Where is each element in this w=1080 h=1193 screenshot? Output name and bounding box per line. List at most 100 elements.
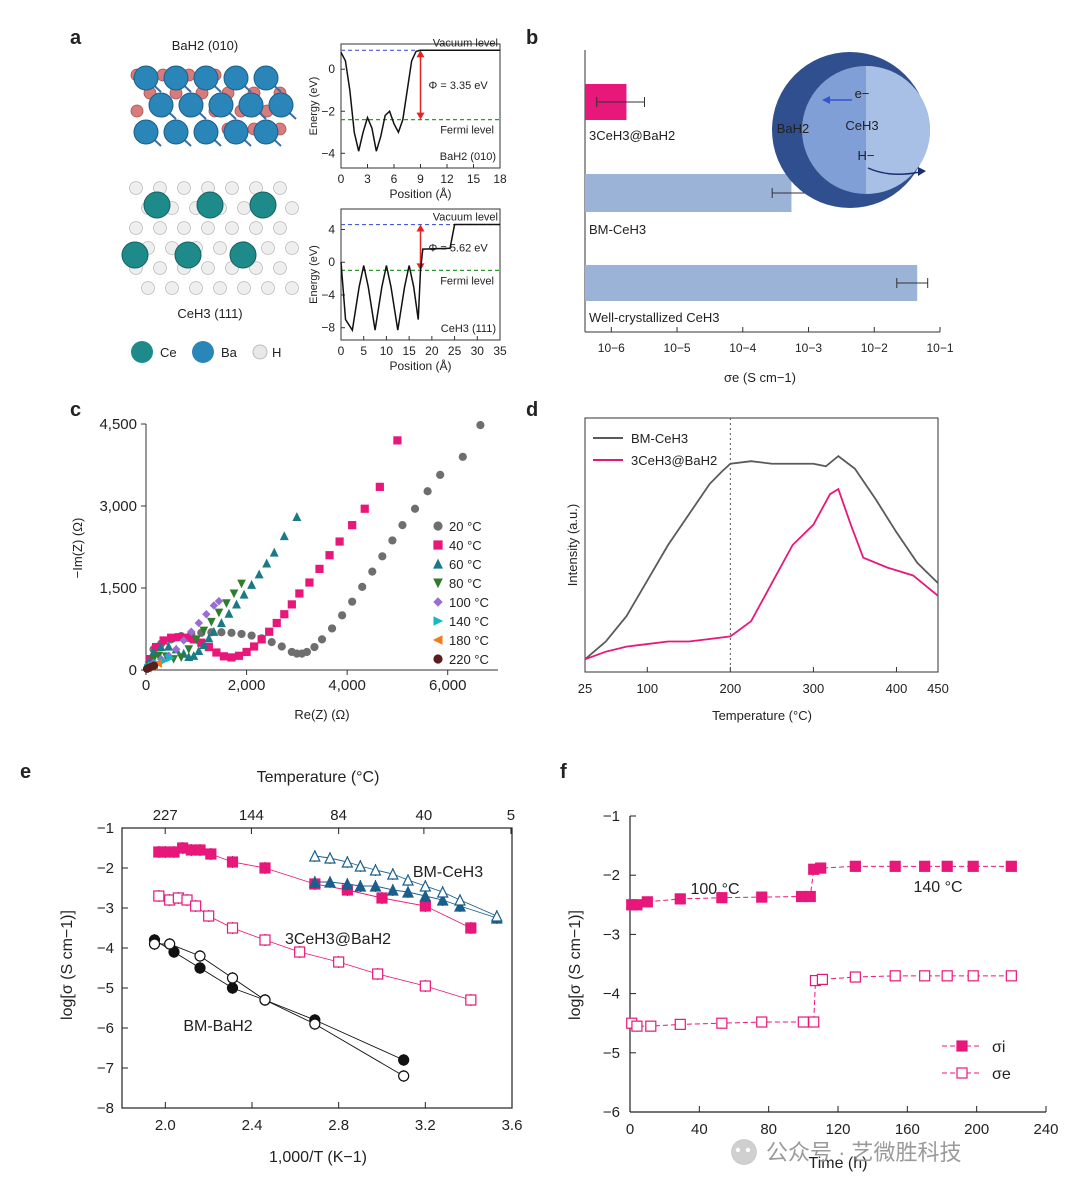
c-point-0-24 xyxy=(368,567,377,576)
a1-ytick-label-2: 0 xyxy=(328,62,335,76)
a1-xtick-label-2: 6 xyxy=(391,172,398,186)
f-point-1-2 xyxy=(645,1020,657,1032)
a2-frame xyxy=(340,208,501,341)
c-point-2-2 xyxy=(156,642,166,652)
c-legend-marker-3 xyxy=(433,578,443,589)
f-ytick-label-3: −4 xyxy=(603,986,620,1003)
a1-xtick-label-6: 18 xyxy=(493,172,507,186)
c-point-2-3 xyxy=(164,641,174,651)
a2-ytick-label-0: −8 xyxy=(321,321,335,335)
panel-letter-f: f xyxy=(560,761,567,783)
e-top-tick-label-1: 144 xyxy=(239,807,264,824)
e-xtick-label-3: 3.2 xyxy=(415,1117,436,1134)
ce-atom-4 xyxy=(174,241,202,269)
c-point-0-12 xyxy=(267,638,276,647)
ba-atom-2-4 xyxy=(253,119,279,145)
d-xtick-label-4: 400 xyxy=(886,681,908,696)
h-legend-icon xyxy=(252,344,268,360)
h-atom-ceh3-37 xyxy=(189,281,203,295)
f-annotation-140c: 140 °C xyxy=(913,879,962,896)
c-point-2-10 xyxy=(204,633,214,643)
chart-e-xlabel: 1,000/T (K−1) xyxy=(269,1149,367,1166)
e-point-3-9 xyxy=(454,893,466,906)
e-point-3-4 xyxy=(369,863,382,876)
ba-atom-1-2 xyxy=(208,92,234,118)
c-point-1-22 xyxy=(315,564,324,573)
ba-atom-2-2 xyxy=(193,119,219,145)
e-label-3ceh3-bah2: 3CeH3@BaH2 xyxy=(285,931,391,948)
panel-letter-a: a xyxy=(70,27,82,49)
e-ytick-label-2: −3 xyxy=(97,900,114,917)
h-atom-ceh3-40 xyxy=(261,281,275,295)
h-atom-ceh3-41 xyxy=(285,281,299,295)
e-point-3-10 xyxy=(490,909,503,922)
e-point-0-8 xyxy=(259,862,271,874)
f-point-0-2 xyxy=(641,896,653,908)
e-point-2-5 xyxy=(386,883,399,896)
e-point-5-1 xyxy=(164,938,176,950)
f-point-1-14 xyxy=(967,970,979,982)
ce-atom-1 xyxy=(196,191,224,219)
c-legend-marker-6 xyxy=(432,635,443,645)
c-point-2-16 xyxy=(247,579,257,589)
c-legend-marker-4 xyxy=(433,597,443,607)
c-xtick-label-1: 2,000 xyxy=(228,677,266,694)
f-point-1-1 xyxy=(631,1020,643,1032)
e-point-5-6 xyxy=(398,1070,410,1082)
h-atom-ceh3-29 xyxy=(153,261,167,275)
c-point-1-26 xyxy=(360,504,369,513)
c-point-1-10 xyxy=(219,652,229,661)
c-point-2-14 xyxy=(232,599,241,609)
c-point-0-18 xyxy=(310,642,319,652)
f-point-0-14 xyxy=(967,860,979,872)
a1-xtick-label-0: 0 xyxy=(338,172,345,186)
f-xtick-label-6: 240 xyxy=(1033,1121,1058,1138)
f-legend-marker-0 xyxy=(956,1040,968,1052)
structure-legend: Ce Ba H xyxy=(131,341,281,363)
c-point-2-11 xyxy=(209,626,219,636)
a2-xtick-label-5: 25 xyxy=(448,344,462,358)
c-point-3-10 xyxy=(214,608,224,618)
c-point-4-9 xyxy=(209,601,219,610)
ce-atom-3 xyxy=(121,241,149,269)
c-point-1-3 xyxy=(167,633,176,642)
c-point-0-17 xyxy=(302,647,312,657)
c-point-2-9 xyxy=(199,640,209,649)
e-point-1-9 xyxy=(333,956,345,968)
c-legend-marker-7 xyxy=(433,654,443,664)
a2-xtick-label-1: 5 xyxy=(360,344,367,358)
c-point-2-15 xyxy=(239,589,249,599)
b-bar-2 xyxy=(585,265,918,301)
c-xtick-label-2: 4,000 xyxy=(328,677,366,694)
e-xtick-label-1: 2.4 xyxy=(242,1117,263,1134)
c-point-1-11 xyxy=(227,653,236,662)
c-point-5-4 xyxy=(166,653,175,663)
ba-legend-label: Ba xyxy=(221,345,238,360)
f-legend-marker-1 xyxy=(956,1067,968,1079)
a2-xlabel: Position (Å) xyxy=(389,358,451,373)
a2-xtick-label-7: 35 xyxy=(493,344,507,358)
a2-xtick-label-4: 20 xyxy=(425,344,439,358)
ba-atom-1-3 xyxy=(238,92,264,118)
watermark-text: 公众号 · 艺微胜科技 xyxy=(766,1140,962,1165)
e-point-1-8 xyxy=(294,946,306,958)
watermark: 公众号 · 艺微胜科技 xyxy=(731,1139,962,1165)
h-atom-ceh3-39 xyxy=(237,281,251,295)
c-point-4-10 xyxy=(214,596,224,606)
c-point-0-29 xyxy=(423,487,432,496)
a1-xtick-label-4: 12 xyxy=(440,172,454,186)
e-point-3-0 xyxy=(308,849,321,862)
ba-atom-1-4 xyxy=(268,92,294,118)
h-atom-ceh3-27 xyxy=(285,241,299,255)
f-series-line-1 xyxy=(631,975,1012,1027)
h-atom-ceh3-33 xyxy=(249,261,263,275)
h-atom-ceh3-35 xyxy=(141,281,155,295)
e-point-1-7 xyxy=(259,934,271,946)
ce-atom-0 xyxy=(143,191,171,219)
f-xtick-label-5: 200 xyxy=(964,1121,989,1138)
ceh3-111-label: CeH3 (111) xyxy=(177,306,242,321)
e-point-2-1 xyxy=(324,875,336,888)
f-point-1-11 xyxy=(889,970,901,982)
h-atom-ceh3-17 xyxy=(201,221,215,235)
